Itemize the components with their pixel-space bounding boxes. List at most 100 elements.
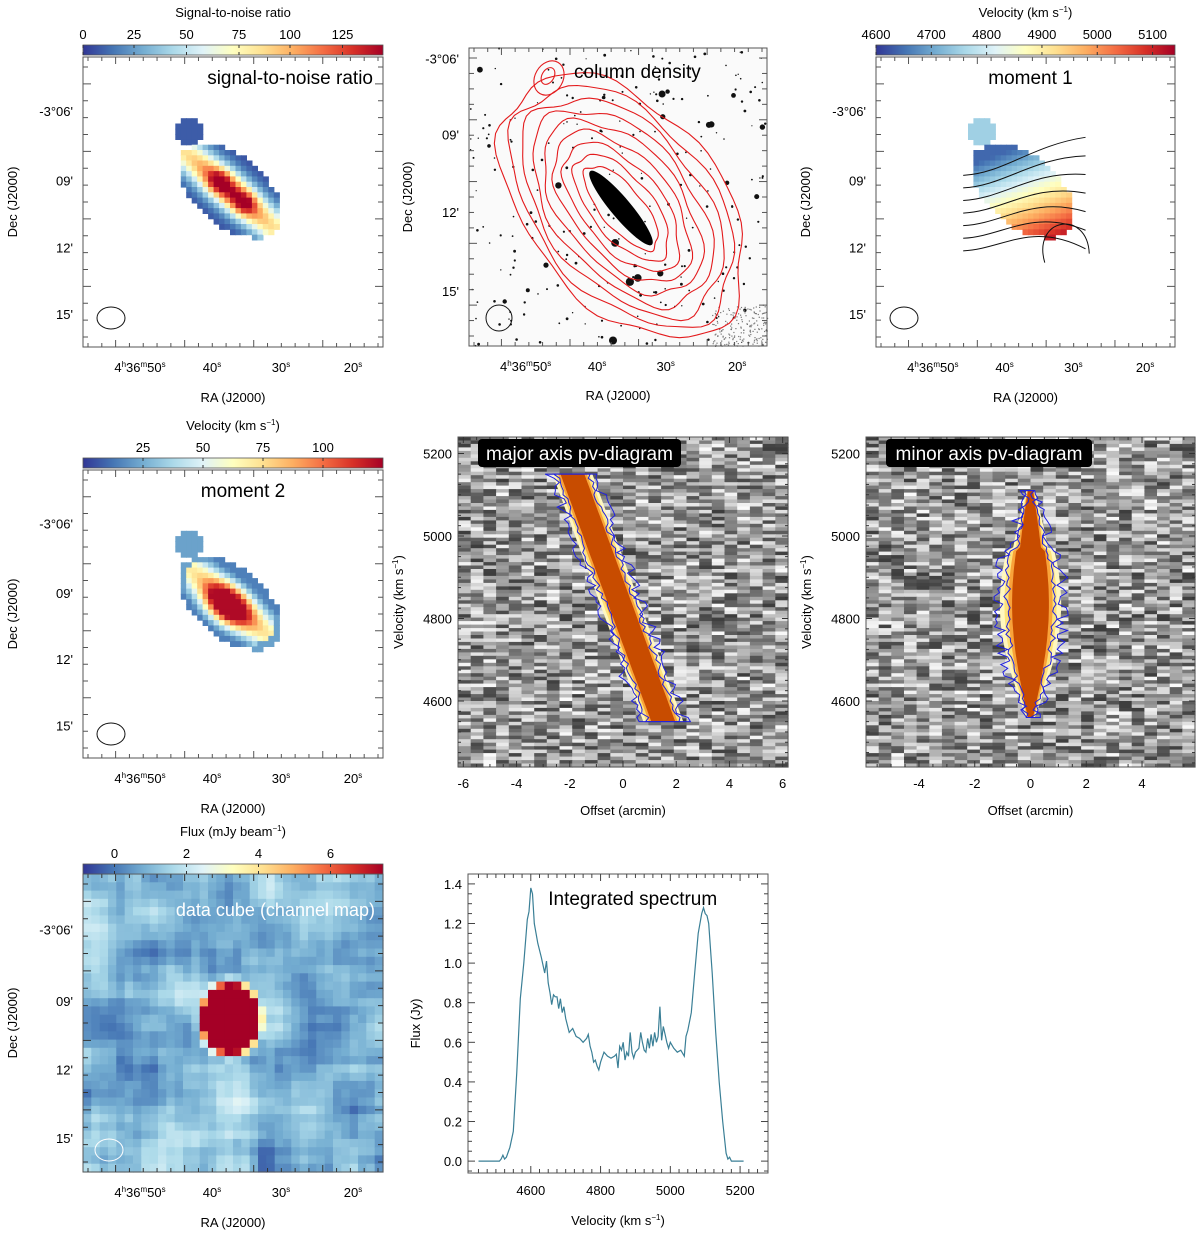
- y-tick-label: 15': [849, 307, 866, 322]
- star: [500, 269, 502, 271]
- pv-noise-cell: [648, 621, 662, 626]
- pv-noise-cell: [737, 624, 751, 629]
- pv-noise-cell: [483, 635, 497, 640]
- heatmap-cell: [251, 165, 258, 172]
- pv-noise-cell: [686, 478, 700, 483]
- pv-noise-cell: [521, 499, 535, 504]
- heatmap-cell: [1028, 155, 1035, 162]
- star: [511, 235, 514, 238]
- pv-noise-cell: [559, 725, 573, 730]
- pv-noise-cell: [546, 742, 561, 747]
- star: [740, 100, 744, 103]
- heatmap-cell: [1000, 202, 1007, 209]
- pv-noise-cell: [775, 513, 789, 518]
- pv-noise-cell: [916, 496, 930, 501]
- pv-noise-cell: [572, 652, 586, 657]
- heatmap-cell: [224, 562, 231, 569]
- noise-pixel: [725, 320, 727, 322]
- pv-noise-cell: [534, 711, 548, 716]
- pv-noise-cell: [1131, 482, 1145, 487]
- pv-noise-cell: [775, 680, 789, 685]
- contour-line: [582, 165, 659, 253]
- heatmap-cell: [257, 593, 264, 600]
- pv-noise-cell: [1030, 489, 1044, 494]
- pv-noise-cell: [1169, 468, 1183, 473]
- star: [620, 324, 622, 327]
- pv-noise-cell: [661, 638, 675, 643]
- pv-noise-cell: [546, 551, 561, 556]
- pv-noise-cell: [597, 683, 611, 688]
- pv-noise-cell: [762, 624, 776, 629]
- x-tick-label: 40s: [203, 360, 221, 375]
- pv-noise-cell: [1144, 499, 1158, 504]
- pv-noise-cell: [597, 624, 611, 629]
- pv-noise-cell: [1106, 482, 1120, 487]
- pv-noise-cell: [623, 565, 637, 570]
- heatmap-cell: [1006, 144, 1013, 151]
- heatmap-cell: [224, 165, 231, 172]
- pv-noise-cell: [724, 756, 738, 761]
- heatmap-cell: [230, 181, 237, 188]
- pv-noise-cell: [496, 725, 510, 730]
- pv-noise-cell: [483, 607, 497, 612]
- y-axis-label: Dec (J2000): [400, 162, 415, 233]
- pv-noise-cell: [597, 687, 611, 692]
- pv-noise-cell: [496, 579, 510, 584]
- heatmap-cell: [208, 171, 215, 177]
- heatmap-cell: [989, 176, 996, 183]
- heatmap-cell: [984, 187, 991, 193]
- pv-noise-cell: [661, 534, 675, 539]
- noise-pixel: [737, 343, 739, 345]
- pv-noise-cell: [762, 732, 776, 737]
- pv-noise-cell: [559, 641, 573, 646]
- pv-noise-cell: [635, 527, 649, 532]
- pv-noise-cell: [470, 544, 484, 549]
- pv-noise-cell: [749, 457, 764, 462]
- pv-noise-cell: [496, 704, 510, 709]
- pv-noise-cell: [559, 548, 573, 553]
- pv-noise-cell: [623, 516, 637, 521]
- pv-noise-cell: [496, 600, 510, 605]
- heatmap-cell: [1055, 176, 1062, 183]
- pv-noise-cell: [699, 509, 713, 514]
- pv-noise-cell: [559, 732, 573, 737]
- pv-noise-cell: [1144, 527, 1158, 532]
- pv-noise-cell: [762, 496, 776, 501]
- pv-noise-cell: [737, 572, 751, 577]
- pv-noise-cell: [508, 548, 523, 553]
- heatmap-cell: [273, 224, 280, 230]
- pv-noise-cell: [699, 746, 713, 751]
- pv-noise-cell: [508, 701, 523, 706]
- pv-noise-cell: [508, 746, 523, 751]
- pv-noise-cell: [724, 638, 738, 643]
- pv-noise-cell: [724, 648, 738, 653]
- star: [639, 293, 642, 297]
- heatmap-cell: [180, 118, 187, 125]
- pv-noise-cell: [762, 509, 776, 514]
- pv-noise-cell: [1081, 516, 1095, 521]
- pv-noise-cell: [661, 582, 675, 587]
- heatmap-cell: [978, 160, 985, 167]
- pv-noise-cell: [866, 464, 880, 469]
- heatmap-cell: [224, 192, 231, 199]
- y-tick-label: 15': [56, 307, 73, 322]
- pv-noise-cell: [483, 655, 497, 660]
- heatmap-cell: [219, 567, 226, 574]
- pv-noise-cell: [737, 732, 751, 737]
- pv-noise-cell: [1106, 513, 1120, 518]
- pv-noise-cell: [1157, 471, 1171, 476]
- pv-noise-cell: [635, 548, 649, 553]
- pv-noise-cell: [458, 475, 472, 480]
- pv-noise-cell: [916, 492, 930, 497]
- pv-noise-cell: [458, 593, 472, 598]
- pv-noise-cell: [648, 614, 662, 619]
- pv-noise-cell: [775, 461, 789, 466]
- pv-noise-cell: [699, 485, 713, 490]
- pv-noise-cell: [623, 523, 637, 528]
- pv-noise-cell: [1081, 492, 1095, 497]
- heatmap-cell: [230, 213, 237, 220]
- pv-noise-cell: [737, 562, 751, 567]
- pv-noise-cell: [699, 683, 713, 688]
- heatmap-cell: [197, 160, 204, 167]
- noise-pixel: [750, 326, 752, 328]
